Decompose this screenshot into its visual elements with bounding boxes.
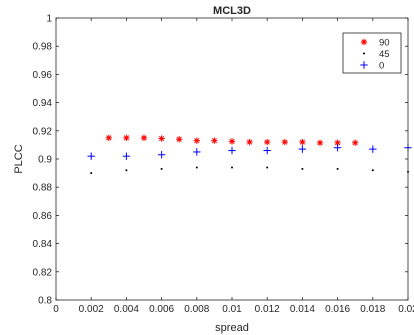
x-axis-label: spread bbox=[215, 322, 249, 334]
legend-label-90: 90 bbox=[379, 38, 390, 49]
y-tick-label: 0.88 bbox=[33, 183, 53, 194]
x-tick-label: 0.008 bbox=[184, 304, 209, 315]
y-axis-label: PLCC bbox=[13, 144, 25, 173]
data-point-series-90 bbox=[193, 137, 200, 144]
data-point-series-0 bbox=[298, 145, 307, 153]
data-point-series-90 bbox=[316, 139, 324, 146]
plot-frame bbox=[55, 17, 409, 301]
x-tick-label: 0.01 bbox=[222, 304, 242, 315]
y-tick-label: 0.94 bbox=[33, 98, 53, 109]
x-tick-label: 0.002 bbox=[79, 304, 104, 315]
data-point-series-0 bbox=[228, 146, 236, 155]
y-tick-label: 0.98 bbox=[33, 42, 53, 53]
data-point-series-45 bbox=[371, 169, 374, 172]
y-tick-label: 0.82 bbox=[33, 267, 53, 278]
y-tick-label: 0.8 bbox=[38, 296, 52, 307]
data-point-series-45 bbox=[195, 166, 198, 169]
x-tick-label: 0.006 bbox=[149, 304, 174, 315]
legend-label-0: 0 bbox=[379, 61, 384, 72]
legend-marker-0 bbox=[360, 61, 368, 69]
data-point-series-0 bbox=[87, 152, 95, 160]
x-tick-label: 0.004 bbox=[114, 304, 139, 315]
legend-box bbox=[342, 32, 402, 74]
x-tick-label: 0.014 bbox=[290, 304, 315, 315]
data-point-series-45 bbox=[125, 169, 128, 172]
data-point-series-45 bbox=[231, 166, 233, 169]
chart-title: MCL3D bbox=[213, 5, 251, 17]
data-point-series-90 bbox=[158, 135, 165, 142]
y-tick-label: 0.86 bbox=[33, 211, 53, 222]
data-point-series-45 bbox=[90, 172, 93, 175]
data-point-series-90 bbox=[105, 134, 112, 142]
x-tick-label: 0.012 bbox=[255, 304, 280, 315]
data-marks bbox=[87, 134, 412, 175]
data-point-series-90 bbox=[299, 138, 306, 146]
data-point-series-90 bbox=[228, 138, 236, 145]
y-tick-label: 0.96 bbox=[33, 70, 53, 81]
legend-label-45: 45 bbox=[379, 49, 390, 60]
legend-marker-90 bbox=[360, 38, 368, 46]
legend-marker-45 bbox=[363, 52, 365, 55]
data-point-series-45 bbox=[266, 166, 269, 169]
data-point-series-90 bbox=[264, 138, 271, 146]
data-point-series-0 bbox=[369, 145, 377, 153]
data-point-series-90 bbox=[281, 138, 288, 146]
x-tick-label: 0 bbox=[53, 304, 59, 315]
y-tick-label: 1 bbox=[46, 14, 52, 25]
y-tick-label: 0.9 bbox=[38, 155, 52, 166]
data-point-series-0 bbox=[333, 144, 342, 152]
data-point-series-90 bbox=[176, 136, 183, 143]
data-point-series-90 bbox=[246, 138, 253, 146]
data-point-series-0 bbox=[263, 146, 271, 155]
x-tick-label: 0.018 bbox=[360, 304, 385, 315]
data-point-series-90 bbox=[123, 134, 130, 142]
data-point-series-0 bbox=[122, 152, 131, 160]
data-point-series-0 bbox=[193, 148, 201, 156]
tick-marks: 0 0.002 0.004 0.006 0.008 0.01 0.012 0.014 0.016… bbox=[33, 14, 414, 316]
data-point-series-0 bbox=[157, 151, 166, 159]
y-tick-label: 0.92 bbox=[33, 126, 53, 137]
data-point-series-45 bbox=[336, 167, 339, 170]
data-point-series-45 bbox=[160, 167, 163, 170]
data-point-series-90 bbox=[140, 134, 148, 142]
x-tick-label: 0.02 bbox=[398, 304, 414, 315]
x-tick-label: 0.016 bbox=[325, 304, 350, 315]
data-point-series-45 bbox=[301, 167, 304, 170]
data-point-series-90 bbox=[352, 139, 359, 146]
y-tick-label: 0.84 bbox=[33, 239, 53, 250]
data-point-series-90 bbox=[211, 137, 218, 144]
